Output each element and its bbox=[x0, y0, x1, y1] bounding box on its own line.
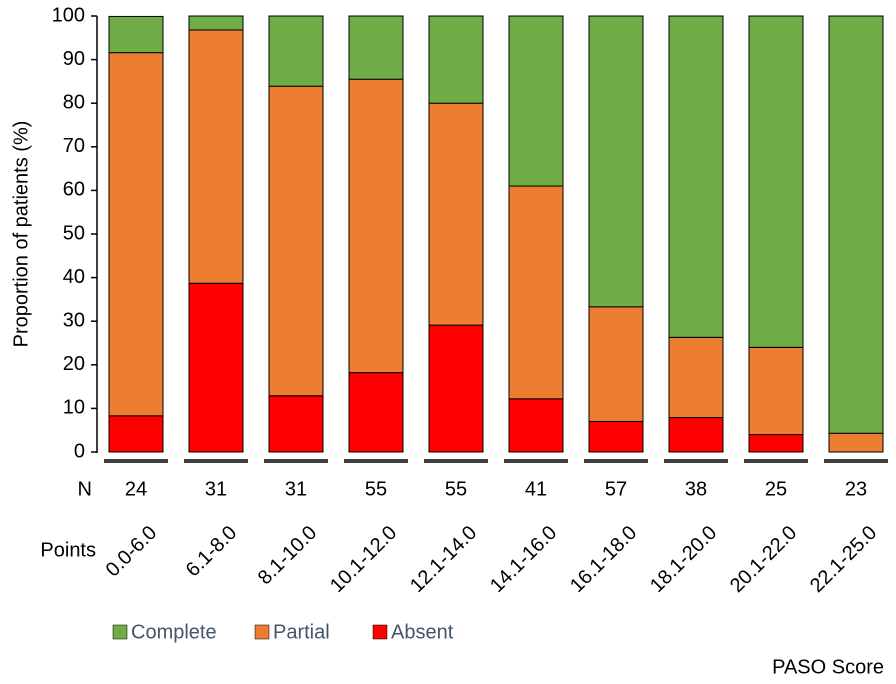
bar-segment bbox=[668, 417, 724, 453]
bar-segment bbox=[348, 78, 404, 374]
legend-swatch bbox=[112, 624, 128, 640]
bar-segment bbox=[748, 15, 804, 348]
x-axis-label: PASO Score bbox=[772, 656, 884, 678]
bar-segment bbox=[428, 15, 484, 104]
n-value: 55 bbox=[445, 478, 467, 500]
bar-segment bbox=[108, 415, 164, 453]
category-underline bbox=[504, 459, 568, 463]
bar-segment bbox=[428, 324, 484, 453]
bar-segment bbox=[188, 29, 244, 284]
n-value: 23 bbox=[845, 478, 867, 500]
x-tick-label: 22.1-25.0 bbox=[806, 522, 881, 597]
bar-segment bbox=[828, 15, 884, 434]
n-value: 55 bbox=[365, 478, 387, 500]
category-underline bbox=[744, 459, 808, 463]
bar-segment bbox=[428, 102, 484, 326]
n-value: 31 bbox=[205, 478, 227, 500]
points-row-label: Points bbox=[40, 539, 96, 561]
bar-segment bbox=[108, 52, 164, 417]
legend-label: Partial bbox=[273, 621, 330, 643]
n-row-label: N bbox=[78, 478, 92, 500]
category-underline bbox=[824, 459, 888, 463]
y-tick-label: 10 bbox=[63, 397, 85, 419]
category-underline bbox=[664, 459, 728, 463]
category-underline bbox=[184, 459, 248, 463]
legend-swatch bbox=[372, 624, 388, 640]
bar-segment bbox=[828, 432, 884, 453]
category-underline bbox=[584, 459, 648, 463]
legend-label: Absent bbox=[391, 621, 454, 643]
bar-segment bbox=[348, 15, 404, 80]
bar-segment bbox=[508, 185, 564, 400]
category-underline bbox=[264, 459, 328, 463]
y-tick-label: 0 bbox=[74, 440, 85, 462]
bar-segment bbox=[188, 282, 244, 453]
bar-segment bbox=[668, 15, 724, 338]
y-tick-label: 60 bbox=[63, 179, 85, 201]
bar-segment bbox=[268, 395, 324, 453]
bar-segment bbox=[108, 15, 164, 54]
y-tick-label: 90 bbox=[63, 48, 85, 70]
bar-segment bbox=[508, 398, 564, 453]
legend-label: Complete bbox=[131, 621, 217, 643]
bar-segment bbox=[588, 420, 644, 453]
bar-segment bbox=[668, 336, 724, 419]
category-underline bbox=[424, 459, 488, 463]
bar-segment bbox=[188, 15, 244, 31]
y-tick-label: 70 bbox=[63, 135, 85, 157]
n-value: 41 bbox=[525, 478, 547, 500]
x-tick-label: 0.0-6.0 bbox=[102, 522, 162, 582]
y-tick-label: 30 bbox=[63, 309, 85, 331]
y-tick-label: 80 bbox=[63, 91, 85, 113]
x-tick-label: 18.1-20.0 bbox=[646, 522, 721, 597]
category-underline bbox=[104, 459, 168, 463]
y-tick-label: 100 bbox=[52, 4, 85, 26]
bar-segment bbox=[748, 434, 804, 453]
y-tick-label: 50 bbox=[63, 222, 85, 244]
category-underline bbox=[344, 459, 408, 463]
x-tick-label: 8.1-10.0 bbox=[254, 522, 321, 589]
x-tick-label: 20.1-22.0 bbox=[726, 522, 801, 597]
bar-segment bbox=[348, 372, 404, 453]
x-tick-label: 12.1-14.0 bbox=[406, 522, 481, 597]
x-tick-label: 14.1-16.0 bbox=[486, 522, 561, 597]
n-value: 24 bbox=[125, 478, 147, 500]
y-tick-label: 20 bbox=[63, 353, 85, 375]
bar-segment bbox=[268, 15, 324, 87]
legend-swatch bbox=[254, 624, 270, 640]
n-value: 38 bbox=[685, 478, 707, 500]
bar-segment bbox=[748, 346, 804, 436]
bar-segment bbox=[588, 306, 644, 422]
y-axis-label: Proportion of patients (%) bbox=[10, 121, 32, 348]
n-value: 57 bbox=[605, 478, 627, 500]
x-tick-label: 6.1-8.0 bbox=[182, 522, 242, 582]
y-tick-label: 40 bbox=[63, 266, 85, 288]
n-value: 25 bbox=[765, 478, 787, 500]
bar-segment bbox=[588, 15, 644, 308]
x-tick-label: 16.1-18.0 bbox=[566, 522, 641, 597]
bar-segment bbox=[508, 15, 564, 187]
n-value: 31 bbox=[285, 478, 307, 500]
x-tick-label: 10.1-12.0 bbox=[326, 522, 401, 597]
bar-segment bbox=[268, 85, 324, 397]
